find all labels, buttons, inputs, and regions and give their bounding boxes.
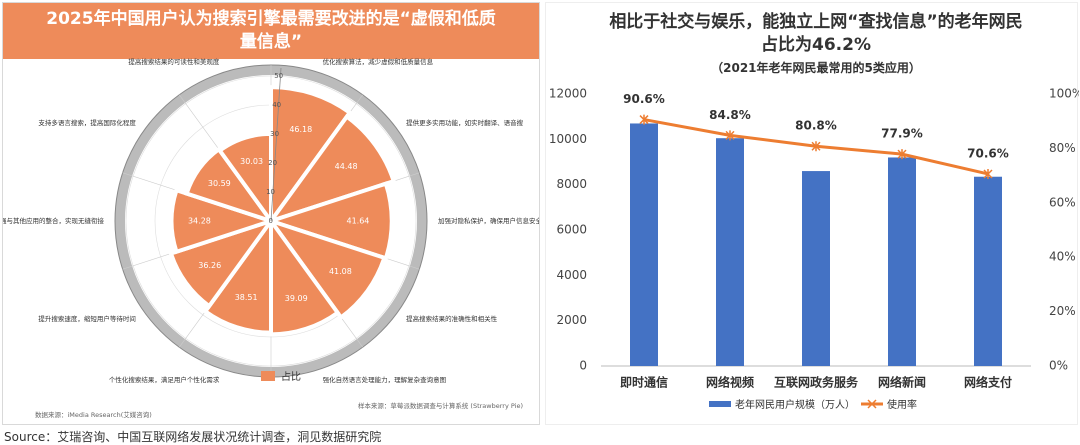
value-label: 34.28 xyxy=(188,217,211,226)
line-marker xyxy=(639,114,649,125)
y-tick-label: 6000 xyxy=(556,223,587,237)
value-label: 30.59 xyxy=(208,179,231,188)
y2-tick-label: 0% xyxy=(1049,359,1068,373)
y-tick-label: 8000 xyxy=(556,177,587,191)
wedge xyxy=(265,113,397,225)
chart-subtitle: （2021年老年网民最常用的5类应用） xyxy=(711,61,921,75)
legend-label: 老年网民用户规模（万人） xyxy=(735,398,855,411)
bar xyxy=(802,171,830,366)
r-tick-label: 40 xyxy=(272,101,281,109)
category-label: 提供更多实用功能，如实时翻译、语音搜 xyxy=(406,118,524,127)
bar xyxy=(974,176,1002,366)
value-label: 30.03 xyxy=(240,157,263,166)
bar-line-chart: 0 2000 4000 6000 8000 10000 12000 0% 20% 40% 60% 80… xyxy=(549,87,1079,412)
r-tick-label: 30 xyxy=(270,130,279,138)
r-tick-label: 20 xyxy=(268,159,277,167)
category-label: 提高搜索结果的准确性和相关性 xyxy=(406,314,498,323)
source: Source：艾瑞咨询、中国互联网络发展状况统计调查，洞见数据研究院 xyxy=(4,430,382,444)
value-label: 46.18 xyxy=(289,125,312,134)
chart-title: 2025年中国用户认为搜索引擎最需要改进的是“虚假和低质量信息” xyxy=(46,9,496,52)
value-label: 41.08 xyxy=(329,267,352,276)
left-panel: 2025年中国用户认为搜索引擎最需要改进的是“虚假和低质量信息” 46.18 优化… xyxy=(2,2,540,425)
y-tick-label: 0 xyxy=(579,359,587,373)
line-marker xyxy=(811,141,821,152)
legend-swatch xyxy=(709,401,731,407)
wedge xyxy=(168,217,277,309)
legend-label: 使用率 xyxy=(887,398,917,411)
value-label: 38.51 xyxy=(235,293,258,302)
category-label: 强化自然语言处理能力，理解复杂查询意图 xyxy=(323,375,447,384)
wedge xyxy=(169,187,278,255)
category-label: 提高搜索结果的可读性和美观度 xyxy=(128,57,220,66)
category-label: 优化搜索算法，减少虚假和低质量信息 xyxy=(323,57,434,66)
category-label: 提升搜索速度，缩短用户等待时间 xyxy=(38,314,136,323)
value-label: 70.6% xyxy=(967,146,1009,160)
wedge xyxy=(217,131,273,228)
y2-tick-label: 100% xyxy=(1049,87,1079,101)
value-label: 44.48 xyxy=(335,162,358,171)
line-marker xyxy=(725,130,735,141)
rose-chart: 46.18 优化搜索算法，减少虚假和低质量信息 44.48 提供更多实用功能，如实时翻… xyxy=(3,57,539,419)
note: 样本来源：草莓派数据调查与计算系统 (Strawberry Pie) xyxy=(358,401,523,410)
chart-title: 相比于社交与娱乐，能独立上网“查找信息”的老年网民占比为46.2% xyxy=(609,12,1023,55)
value-label: 90.6% xyxy=(623,92,665,106)
value-label: 36.26 xyxy=(198,261,221,270)
value-label: 39.09 xyxy=(285,294,308,303)
x-tick-label: 即时通信 xyxy=(620,375,668,390)
r-tick-label: 10 xyxy=(266,188,275,196)
y2-tick-label: 80% xyxy=(1049,141,1076,155)
title-band xyxy=(3,3,539,59)
r-tick-label: 0 xyxy=(269,217,273,225)
note: 数据来源：iMedia Research(艾媒咨询) xyxy=(35,410,152,419)
radial-axis xyxy=(270,67,282,222)
x-tick-label: 网络新闻 xyxy=(878,375,926,390)
r-tick-label: 50 xyxy=(274,72,283,80)
legend-marker xyxy=(867,399,877,409)
value-label: 77.9% xyxy=(881,127,923,141)
y-tick-label: 10000 xyxy=(549,132,587,146)
x-tick-label: 互联网政务服务 xyxy=(774,375,859,390)
y-tick-label: 12000 xyxy=(549,87,587,101)
legend-swatch xyxy=(261,371,275,381)
line-marker xyxy=(983,168,993,179)
x-tick-label: 网络视频 xyxy=(706,375,754,390)
value-label: 80.8% xyxy=(795,119,837,133)
x-tick-label: 网络支付 xyxy=(964,375,1012,390)
wedge xyxy=(202,214,273,335)
y2-tick-label: 40% xyxy=(1049,250,1076,264)
y2-tick-label: 20% xyxy=(1049,304,1076,318)
y2-tick-label: 60% xyxy=(1049,195,1076,209)
category-label: 加强与其他应用的整合，实现无缝衔接 xyxy=(3,216,105,225)
bar xyxy=(716,138,744,366)
wedge xyxy=(265,217,387,321)
category-label: 加强对隐私保护，确保用户信息安全 xyxy=(438,216,539,225)
legend-label: 占比 xyxy=(281,370,301,383)
y-tick-label: 4000 xyxy=(556,268,587,282)
line-marker xyxy=(897,149,907,160)
bar xyxy=(630,123,658,366)
category-label: 支持多语言搜索，提高国际化程度 xyxy=(38,118,136,127)
value-label: 41.64 xyxy=(346,217,369,226)
wedge xyxy=(269,85,353,228)
value-label: 84.8% xyxy=(709,108,751,122)
right-panel: 相比于社交与娱乐，能独立上网“查找信息”的老年网民占比为46.2% （2021年… xyxy=(545,2,1079,425)
bar xyxy=(888,157,916,366)
y-tick-label: 2000 xyxy=(556,313,587,327)
category-label: 个性化搜索结果，满足用户个性化需求 xyxy=(109,375,220,384)
